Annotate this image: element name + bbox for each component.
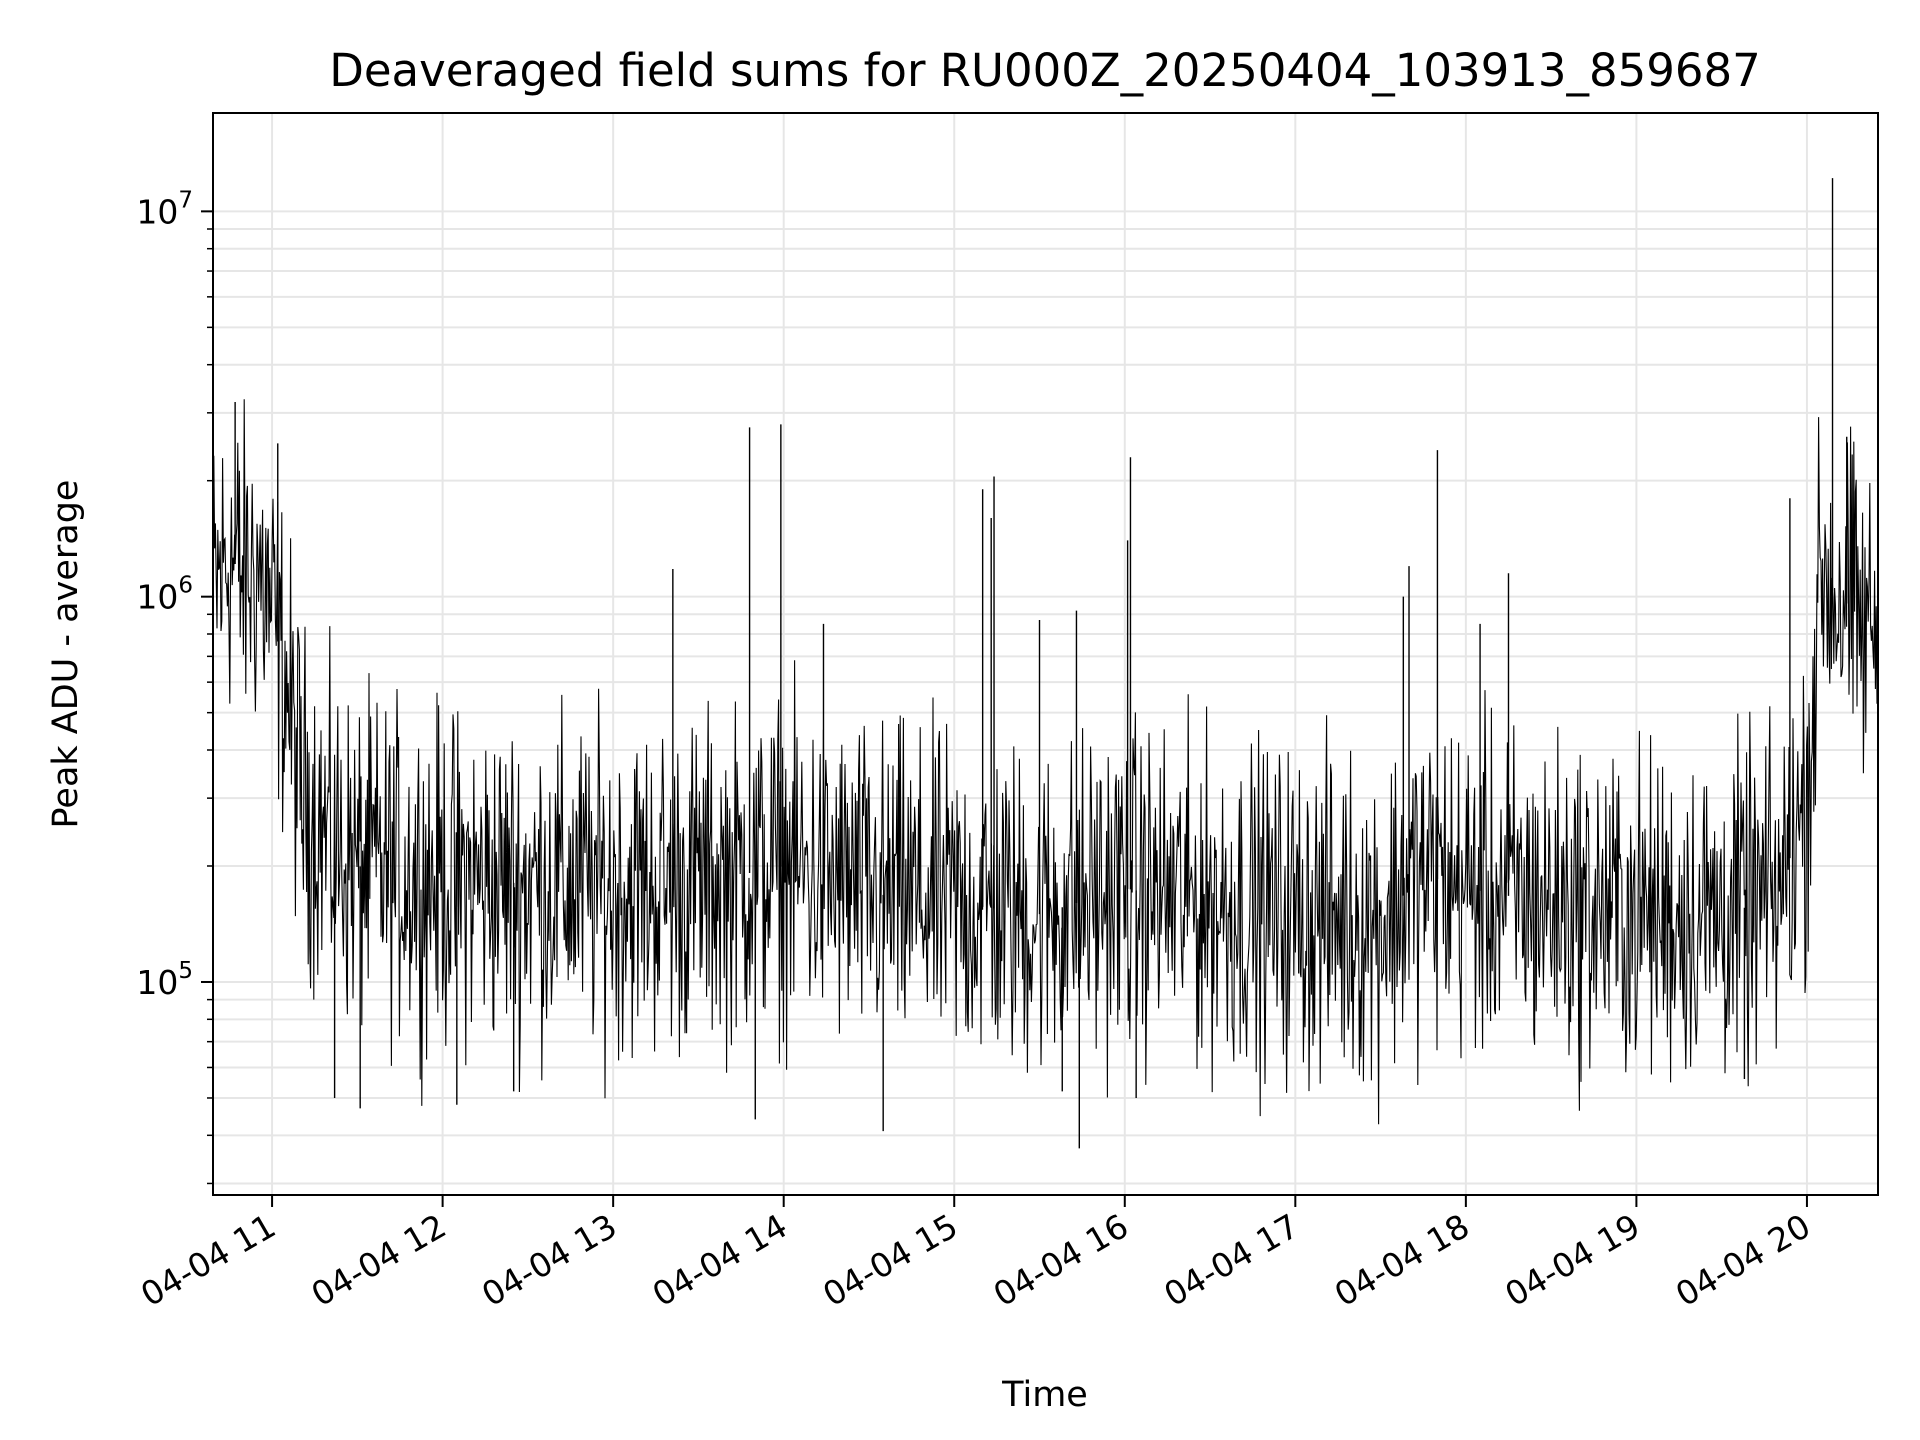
plot-frame: [212, 112, 1879, 1196]
series-layer: [212, 178, 1879, 1149]
y-tick-base: 10: [136, 192, 178, 231]
y-tick-label: 105: [136, 958, 193, 1002]
y-tick-label: 106: [136, 573, 193, 617]
x-axis-label: Time: [1001, 1375, 1088, 1415]
chart-title: Deaveraged field sums for RU000Z_2025040…: [329, 44, 1761, 97]
y-tick-label: 107: [136, 187, 193, 231]
y-tick-exponent: 6: [178, 573, 193, 599]
series-line: [212, 399, 1879, 1125]
grid-lines: [213, 113, 1878, 1195]
y-tick-exponent: 7: [178, 187, 193, 213]
y-tick-exponent: 5: [178, 958, 193, 984]
y-tick-base: 10: [136, 963, 178, 1002]
y-axis-label: Peak ADU - average: [46, 480, 86, 829]
y-tick-base: 10: [136, 578, 178, 617]
